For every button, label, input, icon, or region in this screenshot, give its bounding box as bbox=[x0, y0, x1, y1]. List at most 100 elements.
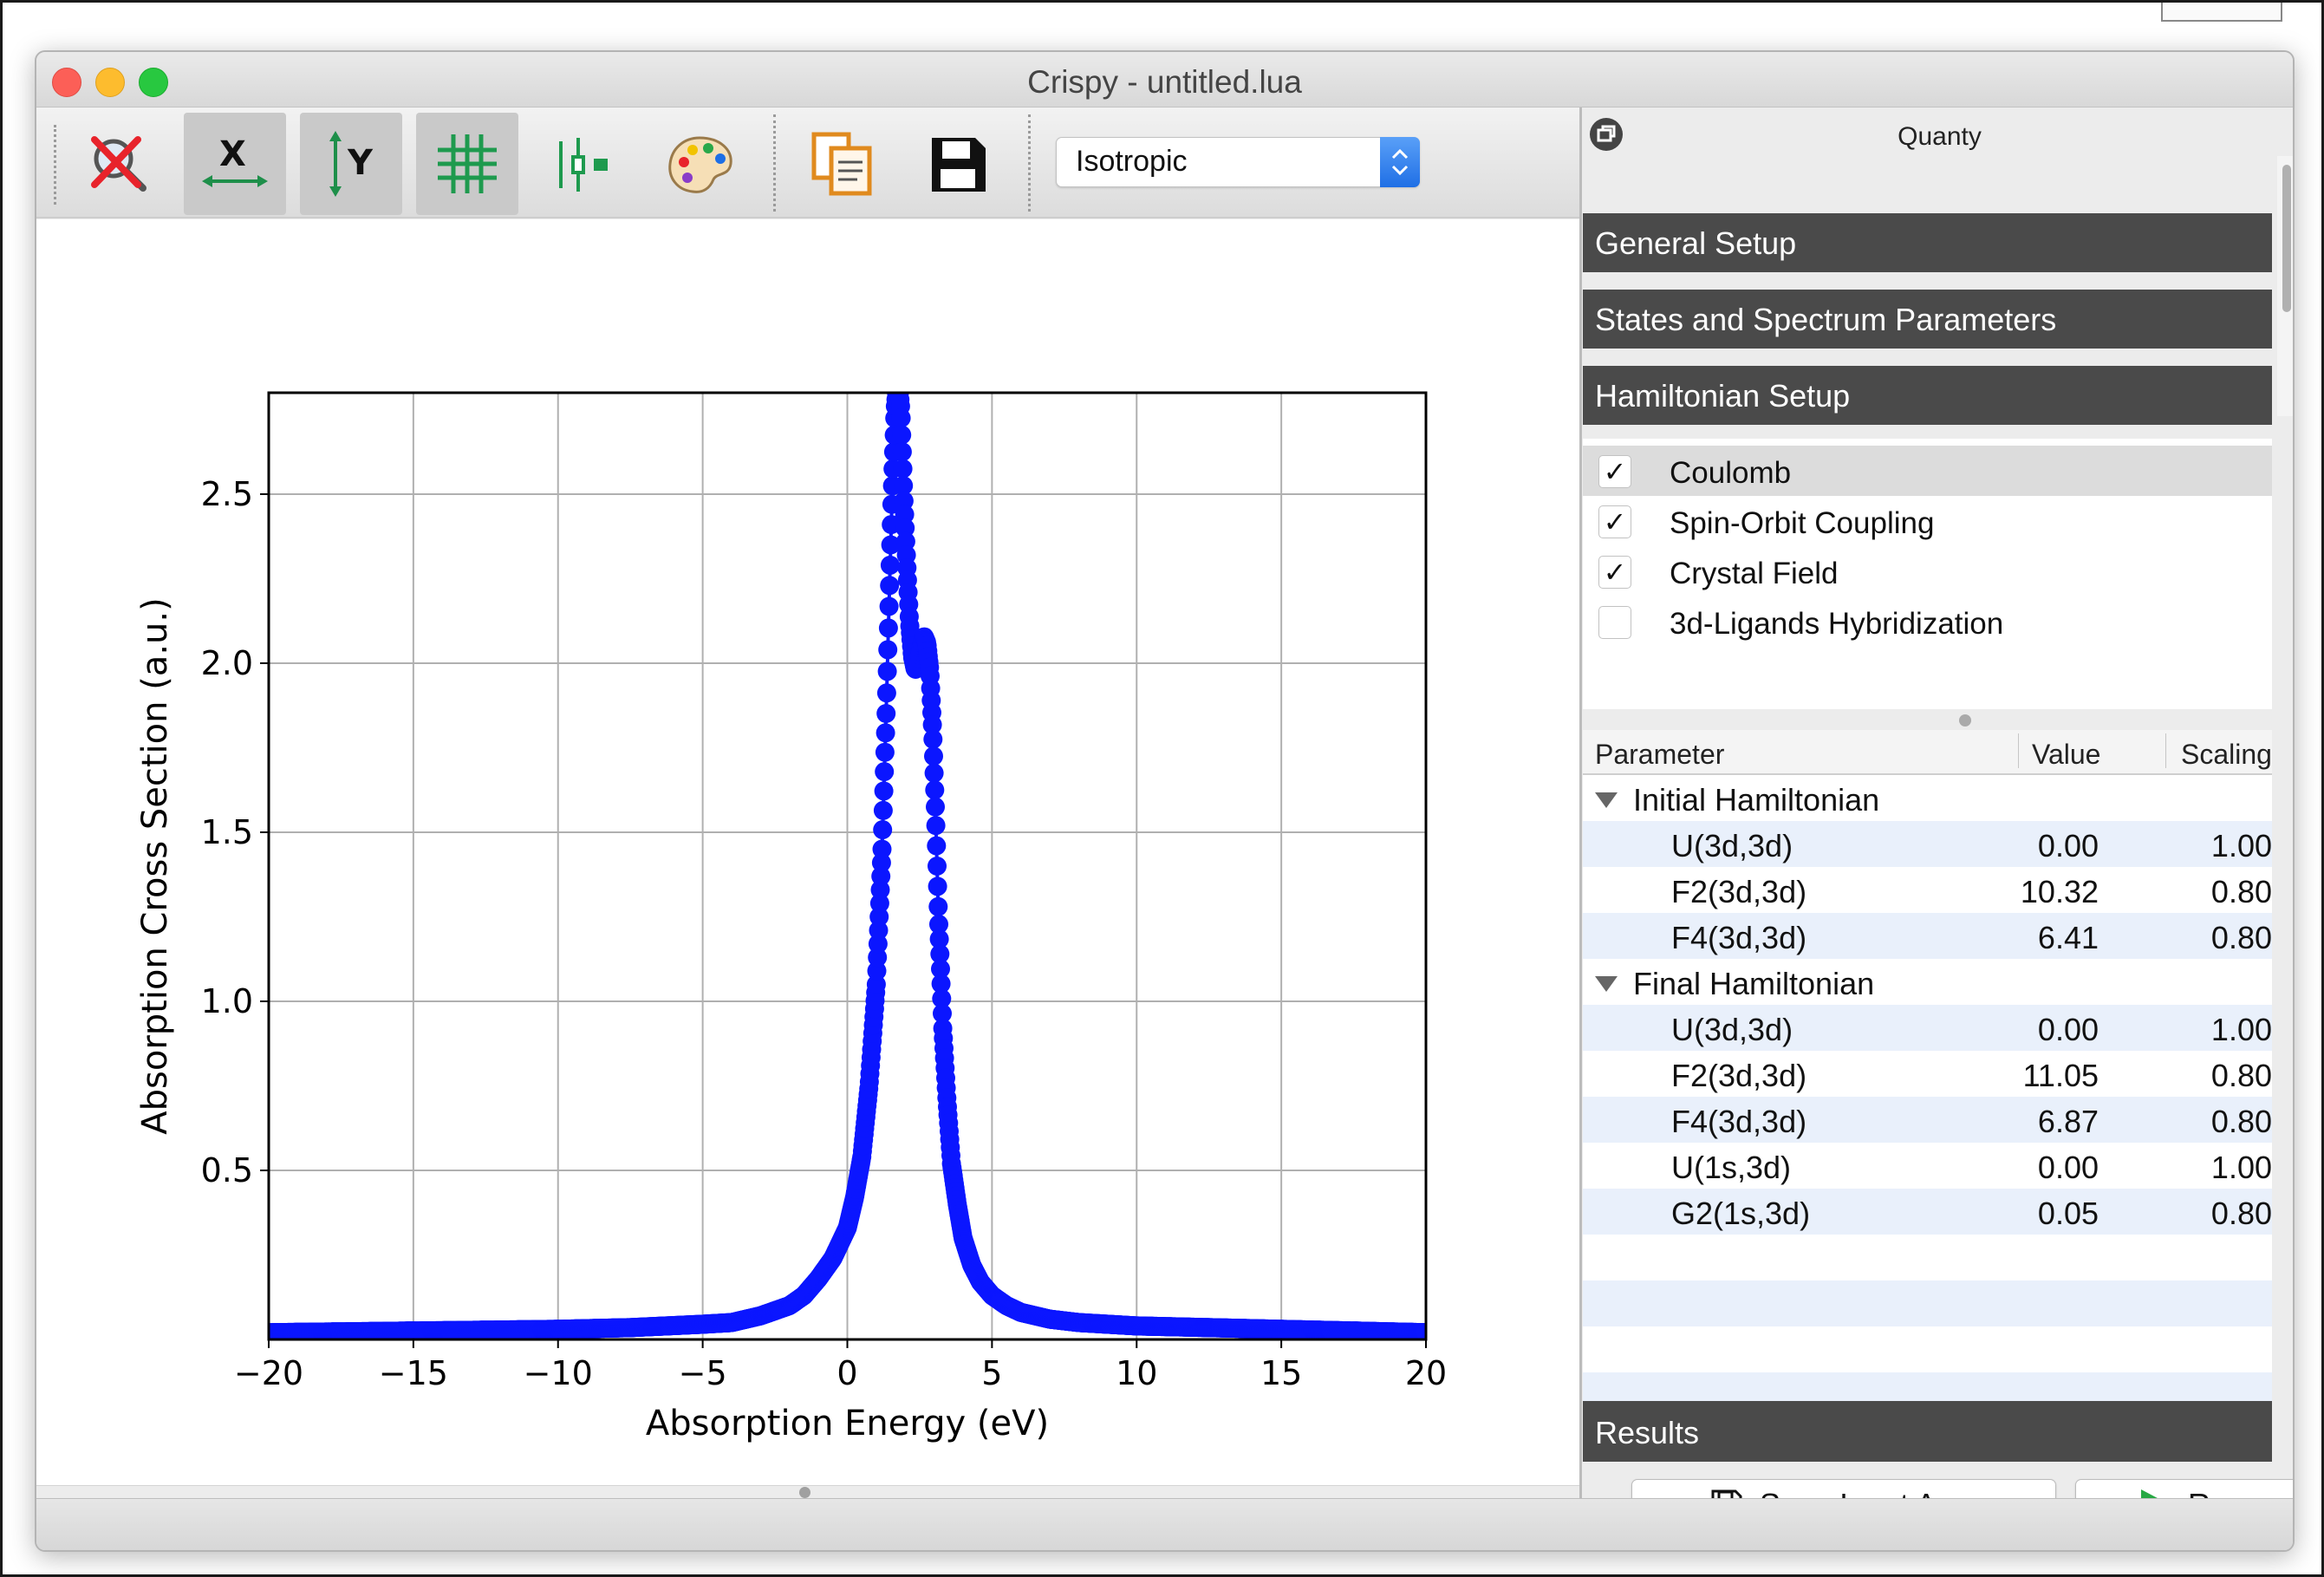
ligands-hybridization-checkbox[interactable] bbox=[1598, 606, 1631, 639]
data-point bbox=[880, 555, 900, 575]
status-bar bbox=[36, 1498, 2293, 1550]
crystal-field-checkbox[interactable]: ✓ bbox=[1598, 556, 1631, 589]
coulomb-label: Coulomb bbox=[1670, 456, 1792, 490]
data-point bbox=[931, 974, 951, 994]
save-figure-button[interactable] bbox=[907, 113, 1009, 215]
param-value[interactable]: 11.05 bbox=[2022, 1058, 2099, 1093]
param-scaling[interactable]: 1.00 bbox=[2210, 828, 2272, 863]
section-states-spectrum[interactable]: States and Spectrum Parameters bbox=[1583, 290, 2272, 349]
save-disk-icon bbox=[932, 138, 986, 192]
minimize-window-button[interactable] bbox=[95, 68, 125, 97]
table-row[interactable]: U(3d,3d) 0.00 1.00 bbox=[1583, 821, 2272, 867]
color-palette-button[interactable] bbox=[648, 113, 751, 215]
column-header-parameter[interactable]: Parameter bbox=[1595, 739, 1725, 770]
plot-splitter[interactable] bbox=[36, 1485, 1579, 1498]
collapse-triangle-icon[interactable] bbox=[1595, 792, 1618, 808]
param-scaling[interactable]: 0.80 bbox=[2210, 874, 2272, 909]
param-name: F2(3d,3d) bbox=[1671, 1058, 1807, 1093]
param-name: F4(3d,3d) bbox=[1671, 920, 1807, 955]
data-point bbox=[881, 535, 901, 555]
list-item-spin-orbit[interactable]: ✓ Spin-Orbit Coupling bbox=[1583, 496, 2272, 546]
x-tick-label: 20 bbox=[1405, 1354, 1447, 1392]
x-axis-scale-button[interactable]: X bbox=[184, 113, 286, 215]
param-scaling[interactable]: 0.80 bbox=[2210, 920, 2272, 955]
copy-to-clipboard-button[interactable] bbox=[791, 113, 893, 215]
spin-orbit-checkbox[interactable]: ✓ bbox=[1598, 505, 1631, 538]
x-tick-label: −15 bbox=[379, 1354, 448, 1392]
list-item-coulomb[interactable]: ✓ Coulomb bbox=[1583, 446, 2272, 496]
data-point bbox=[874, 781, 894, 801]
group-row-final[interactable]: Final Hamiltonian bbox=[1583, 959, 2272, 1005]
table-row[interactable]: U(3d,3d) 0.00 1.00 bbox=[1583, 1005, 2272, 1051]
list-table-splitter[interactable] bbox=[1583, 709, 2272, 730]
param-scaling[interactable]: 0.80 bbox=[2210, 1058, 2272, 1093]
chevron-up-down-icon bbox=[1380, 137, 1420, 187]
data-point bbox=[891, 408, 911, 428]
data-point bbox=[895, 505, 915, 525]
table-row[interactable]: F2(3d,3d) 10.32 0.80 bbox=[1583, 867, 2272, 913]
hamiltonian-terms-list: ✓ Coulomb ✓ Spin-Orbit Coupling ✓ Crysta… bbox=[1583, 439, 2272, 709]
splitter-grip bbox=[799, 1487, 810, 1498]
y-tick-label: 0.5 bbox=[201, 1151, 253, 1189]
table-row[interactable]: G2(1s,3d) 0.05 0.80 bbox=[1583, 1189, 2272, 1235]
data-point bbox=[922, 715, 942, 734]
data-point bbox=[931, 959, 950, 979]
section-results[interactable]: Results bbox=[1583, 1401, 2272, 1462]
param-name: U(1s,3d) bbox=[1671, 1150, 1792, 1185]
data-point bbox=[895, 518, 915, 538]
data-point bbox=[878, 618, 898, 638]
polarization-select[interactable]: Isotropic bbox=[1056, 137, 1420, 187]
param-value[interactable]: 10.32 bbox=[2020, 874, 2099, 909]
table-row[interactable]: F4(3d,3d) 6.87 0.80 bbox=[1583, 1097, 2272, 1143]
param-value[interactable]: 0.00 bbox=[2037, 828, 2099, 863]
param-scaling[interactable]: 1.00 bbox=[2210, 1012, 2272, 1047]
list-item-ligands-hybridization[interactable]: 3d-Ligands Hybridization bbox=[1583, 596, 2272, 647]
y-axis-scale-button[interactable]: Y bbox=[300, 113, 402, 215]
coulomb-checkbox[interactable]: ✓ bbox=[1598, 455, 1631, 488]
data-point bbox=[932, 988, 952, 1008]
data-point bbox=[895, 531, 915, 551]
axes-settings-button[interactable] bbox=[532, 113, 635, 215]
column-header-value[interactable]: Value bbox=[2032, 739, 2101, 770]
x-tick-label: −5 bbox=[679, 1354, 727, 1392]
background-window-edge bbox=[2161, 3, 2282, 22]
data-point bbox=[875, 762, 895, 782]
table-row[interactable]: F2(3d,3d) 11.05 0.80 bbox=[1583, 1051, 2272, 1097]
table-row[interactable]: U(1s,3d) 0.00 1.00 bbox=[1583, 1143, 2272, 1189]
table-row[interactable]: F4(3d,3d) 6.41 0.80 bbox=[1583, 913, 2272, 959]
empty-row bbox=[1583, 1235, 2272, 1280]
param-value[interactable]: 6.87 bbox=[2037, 1104, 2099, 1139]
window-title: Crispy - untitled.lua bbox=[1027, 64, 1302, 100]
dock-float-button[interactable] bbox=[1590, 118, 1623, 151]
dock-scrollbar-thumb[interactable] bbox=[2282, 165, 2291, 312]
close-window-button[interactable] bbox=[52, 68, 81, 97]
data-point bbox=[869, 921, 889, 941]
toolbar-separator bbox=[1028, 114, 1031, 212]
zoom-reset-button[interactable] bbox=[68, 113, 170, 215]
dock-scrollbar[interactable] bbox=[2277, 156, 2293, 416]
group-row-initial[interactable]: Initial Hamiltonian bbox=[1583, 775, 2272, 821]
param-scaling[interactable]: 0.80 bbox=[2210, 1104, 2272, 1139]
grid-toggle-button[interactable] bbox=[416, 113, 518, 215]
plot-canvas[interactable]: −20 −15 −10 −5 0 5 10 15 20 0.5 1.0 1.5 2.0 2.5 Absorp… bbox=[36, 219, 1579, 1485]
param-value[interactable]: 0.00 bbox=[2037, 1150, 2099, 1185]
y-tick-label: 1.5 bbox=[201, 813, 253, 851]
polarization-select-value: Isotropic bbox=[1076, 145, 1188, 178]
data-point bbox=[889, 369, 908, 388]
list-item-crystal-field[interactable]: ✓ Crystal Field bbox=[1583, 546, 2272, 596]
column-header-scaling[interactable]: Scaling bbox=[2181, 739, 2272, 770]
dock-splitter[interactable] bbox=[1579, 108, 1582, 1498]
param-value[interactable]: 6.41 bbox=[2037, 920, 2099, 955]
toolbar-handle[interactable] bbox=[54, 125, 56, 205]
section-hamiltonian-setup[interactable]: Hamiltonian Setup bbox=[1583, 366, 2272, 425]
data-point bbox=[892, 425, 912, 445]
section-general-setup[interactable]: General Setup bbox=[1583, 213, 2272, 272]
param-value[interactable]: 0.05 bbox=[2037, 1196, 2099, 1231]
zoom-window-button[interactable] bbox=[139, 68, 168, 97]
ligands-hybridization-label: 3d-Ligands Hybridization bbox=[1670, 607, 2004, 641]
param-scaling[interactable]: 1.00 bbox=[2210, 1150, 2272, 1185]
param-scaling[interactable]: 0.80 bbox=[2210, 1196, 2272, 1231]
param-value[interactable]: 0.00 bbox=[2037, 1012, 2099, 1047]
spin-orbit-label: Spin-Orbit Coupling bbox=[1670, 506, 1935, 540]
collapse-triangle-icon[interactable] bbox=[1595, 976, 1618, 992]
